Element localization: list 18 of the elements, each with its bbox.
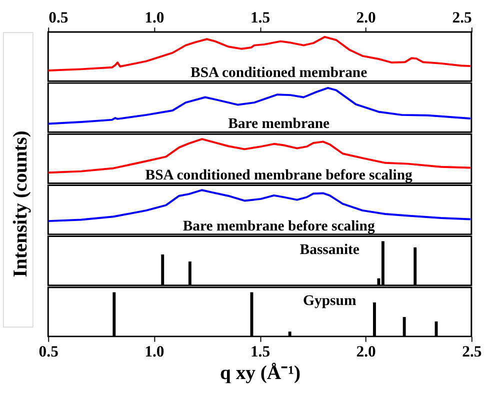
x2-tick-label: 2.5 [452, 10, 472, 27]
x2-tick-label: 0.5 [48, 10, 68, 27]
x-axis-title: q xy (Å⁻¹) [220, 362, 300, 384]
x-tick-label: 0.5 [38, 344, 59, 361]
annotation: Bare membrane before scaling [182, 218, 376, 234]
annotation: BSA conditioned membrane [190, 65, 368, 82]
x-tick-label: 2.5 [462, 344, 482, 361]
x2-tick-label: 1.0 [144, 10, 164, 27]
x-tick-label: 2.0 [356, 344, 376, 361]
x2-tick-label: 1.5 [250, 10, 270, 27]
annotation: Bassanite [300, 242, 360, 258]
x2-tick-label: 2.0 [356, 10, 376, 27]
annotation: Bare membrane [228, 116, 330, 132]
x-tick-label: 1.0 [144, 344, 164, 361]
annotation: Gypsum [303, 293, 357, 310]
y-axis-title: Intensity (counts) [10, 130, 32, 278]
x-tick-label: 1.5 [250, 344, 270, 361]
annotation: BSA conditioned membrane before scaling [145, 167, 414, 184]
